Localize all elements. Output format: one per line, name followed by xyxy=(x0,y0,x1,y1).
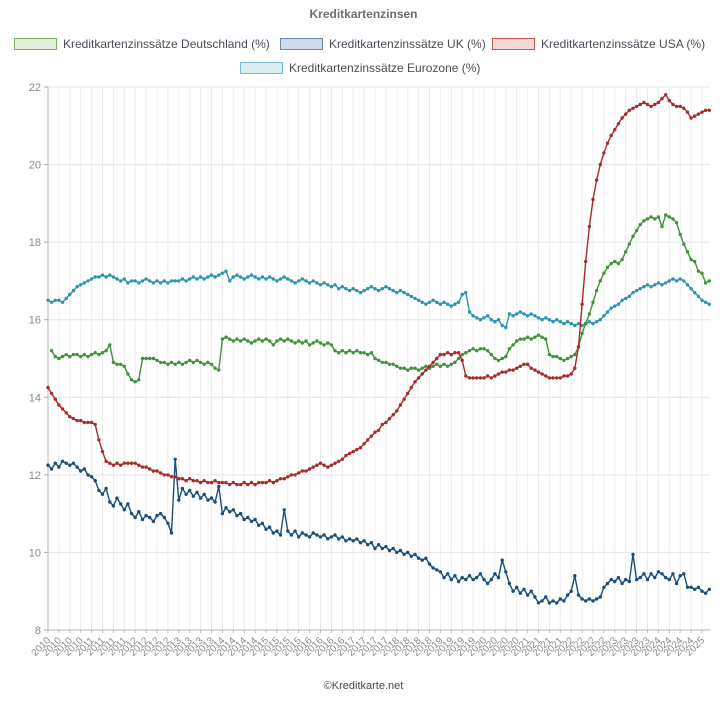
legend-label-eurozone: Kreditkartenzinssätze Eurozone (%) xyxy=(289,61,481,75)
chart-title: Kreditkartenzinsen xyxy=(309,7,418,21)
svg-text:14: 14 xyxy=(29,392,41,404)
chart-footer: ©Kreditkarte.net xyxy=(323,680,404,692)
legend-label-deutschland: Kreditkartenzinssätze Deutschland (%) xyxy=(63,37,270,51)
legend-swatch-deutschland xyxy=(14,38,57,50)
svg-text:18: 18 xyxy=(29,237,41,249)
legend-swatch-eurozone xyxy=(240,62,283,74)
svg-text:10: 10 xyxy=(29,547,41,559)
legend-item-uk: Kreditkartenzinssätze UK (%) xyxy=(280,36,486,52)
svg-text:12: 12 xyxy=(29,470,41,482)
legend-swatch-uk xyxy=(280,38,323,50)
legend-swatch-usa xyxy=(492,38,535,50)
svg-text:8: 8 xyxy=(35,625,41,637)
legend-label-uk: Kreditkartenzinssätze UK (%) xyxy=(329,37,486,51)
legend-item-usa: Kreditkartenzinssätze USA (%) xyxy=(492,36,705,52)
svg-text:16: 16 xyxy=(29,315,41,327)
svg-text:22: 22 xyxy=(29,82,41,94)
legend-label-usa: Kreditkartenzinssätze USA (%) xyxy=(541,37,706,51)
legend-item-deutschland: Kreditkartenzinssätze Deutschland (%) xyxy=(14,36,270,52)
svg-text:20: 20 xyxy=(29,160,41,172)
legend-item-eurozone: Kreditkartenzinssätze Eurozone (%) xyxy=(240,60,480,76)
